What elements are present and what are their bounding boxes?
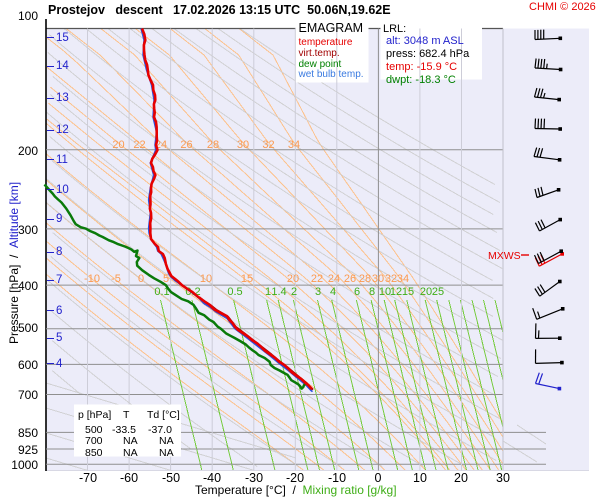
svg-text:26: 26 <box>180 139 192 151</box>
svg-text:3: 3 <box>315 286 321 298</box>
svg-text:0: 0 <box>138 273 144 285</box>
svg-text:20: 20 <box>112 139 124 151</box>
svg-text:30: 30 <box>237 139 249 151</box>
svg-text:28: 28 <box>207 139 219 151</box>
svg-text:-5: -5 <box>111 273 121 285</box>
svg-text:1: 1 <box>265 286 271 298</box>
svg-text:8: 8 <box>369 286 375 298</box>
svg-text:4: 4 <box>330 286 336 298</box>
svg-text:25: 25 <box>432 286 444 298</box>
svg-text:10: 10 <box>200 273 212 285</box>
svg-text:26: 26 <box>344 273 356 285</box>
svg-text:0.1: 0.1 <box>154 286 169 298</box>
svg-text:22: 22 <box>311 273 323 285</box>
svg-text:15: 15 <box>241 273 253 285</box>
svg-text:22: 22 <box>133 139 145 151</box>
svg-text:6: 6 <box>354 286 360 298</box>
svg-text:34: 34 <box>288 139 300 151</box>
svg-text:24: 24 <box>328 273 340 285</box>
svg-text:28: 28 <box>359 273 371 285</box>
svg-text:0.5: 0.5 <box>227 286 242 298</box>
svg-text:5: 5 <box>163 273 169 285</box>
svg-text:12: 12 <box>390 286 402 298</box>
svg-text:32: 32 <box>385 273 397 285</box>
svg-text:-10: -10 <box>84 273 100 285</box>
svg-text:30: 30 <box>372 273 384 285</box>
svg-text:15: 15 <box>402 286 414 298</box>
svg-text:20: 20 <box>420 286 432 298</box>
svg-text:MXWS: MXWS <box>488 250 521 262</box>
svg-text:10: 10 <box>379 286 391 298</box>
svg-text:1.4: 1.4 <box>271 286 286 298</box>
svg-text:2: 2 <box>291 286 297 298</box>
svg-text:34: 34 <box>397 273 409 285</box>
svg-text:32: 32 <box>262 139 274 151</box>
svg-text:20: 20 <box>287 273 299 285</box>
